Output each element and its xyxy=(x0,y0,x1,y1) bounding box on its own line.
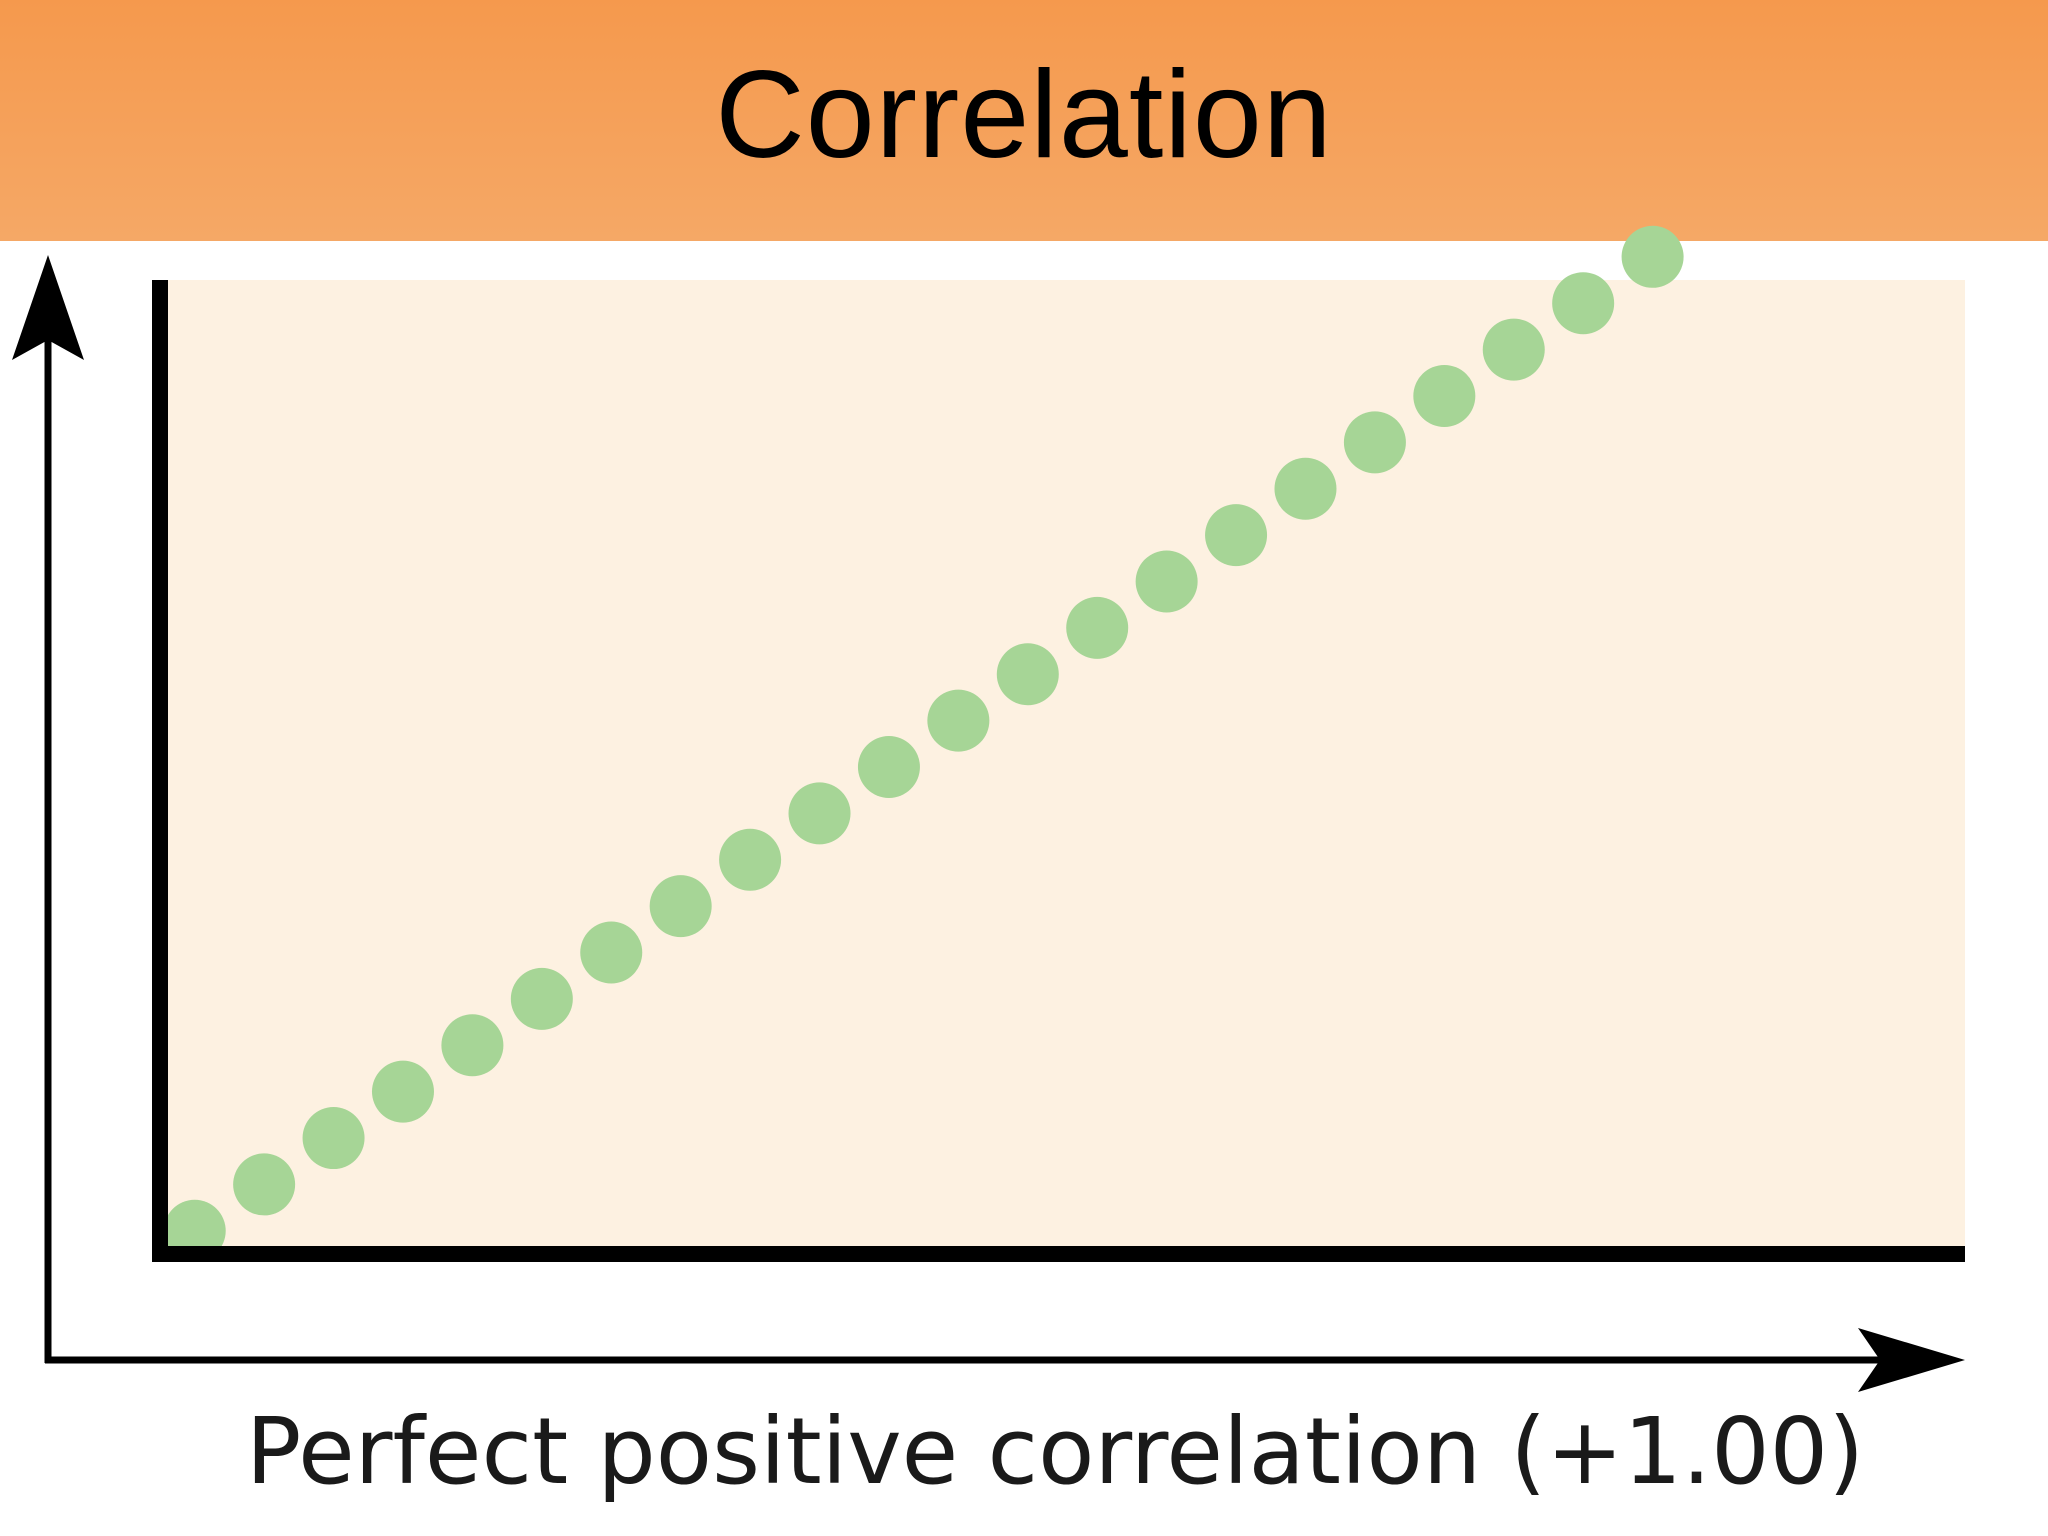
data-point xyxy=(371,1060,434,1123)
slide-title: Correlation xyxy=(715,45,1333,184)
data-point xyxy=(1621,225,1684,288)
arrow-up-icon xyxy=(12,255,84,360)
data-point xyxy=(1482,318,1545,381)
plot-area xyxy=(160,280,1965,1254)
data-point xyxy=(441,1014,504,1077)
data-point xyxy=(1552,272,1615,335)
data-point xyxy=(719,828,782,891)
chart-caption: Perfect positive correlation (+1.00) xyxy=(246,1398,1864,1505)
data-point xyxy=(857,736,920,798)
data-point xyxy=(649,875,712,938)
outer-x-arrow xyxy=(45,1328,1965,1392)
data-point xyxy=(996,643,1059,706)
data-point xyxy=(302,1107,365,1170)
title-bar: Correlation xyxy=(0,0,2048,241)
data-point xyxy=(1135,550,1198,613)
data-point xyxy=(1066,596,1129,659)
data-point xyxy=(233,1153,296,1216)
data-point xyxy=(580,921,643,984)
data-point xyxy=(1343,411,1406,474)
data-point xyxy=(1413,364,1476,427)
data-point xyxy=(927,689,990,752)
data-point xyxy=(1274,457,1337,520)
data-point xyxy=(510,967,573,1030)
data-point xyxy=(1205,504,1268,567)
data-points xyxy=(163,225,1684,1262)
outer-y-arrow xyxy=(12,255,84,1363)
arrow-right-icon xyxy=(1858,1328,1965,1392)
data-point xyxy=(788,782,851,845)
